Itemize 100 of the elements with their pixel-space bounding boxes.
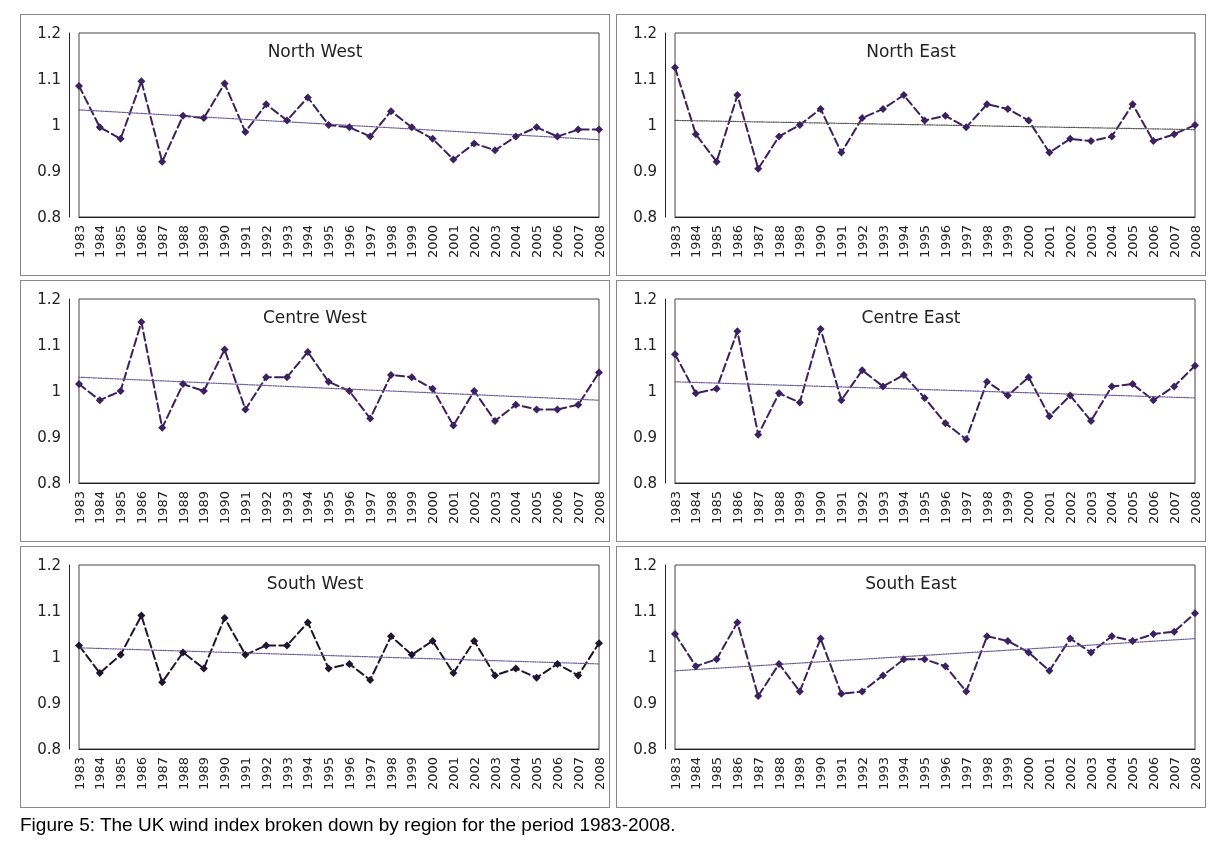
- point: [158, 678, 167, 687]
- point: [671, 630, 679, 638]
- x-tick-label: 2003: [487, 225, 503, 259]
- x-tick-label: 2003: [487, 491, 503, 525]
- x-tick-label: 1999: [1000, 757, 1016, 791]
- x-tick-label: 1990: [217, 491, 233, 525]
- x-tick-label: 1986: [133, 757, 149, 791]
- point: [449, 421, 458, 430]
- x-tick-label: 2002: [1062, 491, 1078, 525]
- x-tick-label: 2008: [591, 757, 607, 791]
- x-tick-label: 1995: [917, 757, 933, 791]
- x-tick-label: 1993: [279, 491, 295, 525]
- y-tick-label: 1.1: [633, 336, 657, 354]
- y-tick-label: 1: [647, 648, 657, 666]
- point: [241, 127, 250, 136]
- point: [532, 405, 541, 414]
- point: [137, 318, 146, 326]
- point: [712, 157, 721, 166]
- x-tick-label: 1992: [854, 225, 870, 259]
- point: [1107, 632, 1116, 641]
- x-tick-label: 2002: [466, 757, 482, 791]
- y-tick-label: 1: [51, 116, 61, 134]
- point: [983, 632, 991, 641]
- x-tick-label: 1997: [362, 491, 378, 525]
- point: [754, 164, 763, 173]
- point: [199, 114, 208, 123]
- point: [941, 419, 950, 428]
- point: [179, 648, 187, 657]
- x-tick-label: 1989: [792, 757, 808, 791]
- x-tick-label: 2008: [591, 225, 607, 259]
- x-tick-label: 1990: [813, 757, 829, 791]
- point: [595, 125, 603, 134]
- x-tick-label: 1996: [937, 491, 953, 525]
- point: [95, 669, 104, 678]
- x-tick-label: 1991: [237, 225, 253, 259]
- point: [303, 618, 312, 627]
- x-tick-label: 2000: [1021, 757, 1037, 791]
- point: [116, 134, 125, 143]
- x-tick-label: 1990: [813, 225, 829, 259]
- x-tick-label: 1998: [979, 757, 995, 791]
- text: North East: [866, 40, 957, 61]
- text: North West: [267, 40, 363, 61]
- x-tick-label: 2004: [1104, 757, 1120, 791]
- y-tick-label: 0.8: [37, 474, 61, 492]
- x-tick-label: 1998: [383, 225, 399, 259]
- x-tick-label: 1994: [300, 757, 316, 791]
- x-tick-label: 1987: [750, 491, 766, 525]
- text: South East: [865, 572, 958, 593]
- point: [491, 416, 499, 425]
- point: [574, 400, 583, 409]
- point: [1191, 609, 1199, 618]
- point: [553, 659, 562, 668]
- point: [1003, 104, 1012, 113]
- x-tick-label: 2005: [1125, 491, 1141, 525]
- point: [324, 664, 333, 673]
- point: [1087, 648, 1095, 657]
- x-tick-label: 2001: [445, 757, 461, 791]
- point: [241, 405, 250, 414]
- x-tick-label: 1993: [875, 225, 891, 259]
- point: [137, 611, 146, 620]
- point: [511, 132, 520, 141]
- x-tick-label: 1994: [300, 491, 316, 525]
- x-tick-label: 1985: [709, 491, 725, 525]
- point: [532, 673, 541, 682]
- x-tick-label: 1993: [279, 225, 295, 259]
- x-tick-label: 1996: [937, 757, 953, 791]
- point: [470, 636, 479, 645]
- y-tick-label: 1.2: [633, 24, 657, 42]
- x-tick-label: 2003: [1083, 491, 1099, 525]
- point: [1003, 391, 1012, 400]
- point: [75, 641, 83, 650]
- y-tick-label: 1.1: [633, 70, 657, 88]
- point: [116, 650, 125, 659]
- point: [879, 104, 887, 113]
- point: [345, 659, 354, 668]
- y-tick-label: 0.9: [633, 428, 657, 446]
- x-tick-label: 1983: [667, 225, 683, 259]
- x-tick-label: 2000: [425, 757, 441, 791]
- y-tick-label: 1.1: [633, 602, 657, 620]
- point: [1107, 132, 1116, 141]
- point: [283, 116, 291, 125]
- point: [1107, 382, 1116, 391]
- point: [816, 104, 825, 113]
- x-tick-label: 2005: [529, 225, 545, 259]
- y-tick-label: 1: [51, 648, 61, 666]
- point: [366, 414, 375, 423]
- point: [733, 91, 742, 100]
- point: [879, 382, 887, 391]
- x-tick-label: 1983: [71, 225, 87, 259]
- x-tick-label: 2001: [445, 225, 461, 259]
- x-tick-label: 1987: [750, 225, 766, 259]
- point: [733, 618, 742, 627]
- caption: Figure 5: The UK wind index broken down by region for the period 1983-2008.: [20, 814, 677, 836]
- x-tick-label: 2008: [1187, 225, 1203, 259]
- x-tick-label: 2000: [1021, 225, 1037, 259]
- point: [920, 655, 929, 664]
- x-tick-label: 1985: [709, 757, 725, 791]
- x-tick-label: 1998: [979, 225, 995, 259]
- point: [366, 132, 375, 141]
- point: [75, 81, 83, 90]
